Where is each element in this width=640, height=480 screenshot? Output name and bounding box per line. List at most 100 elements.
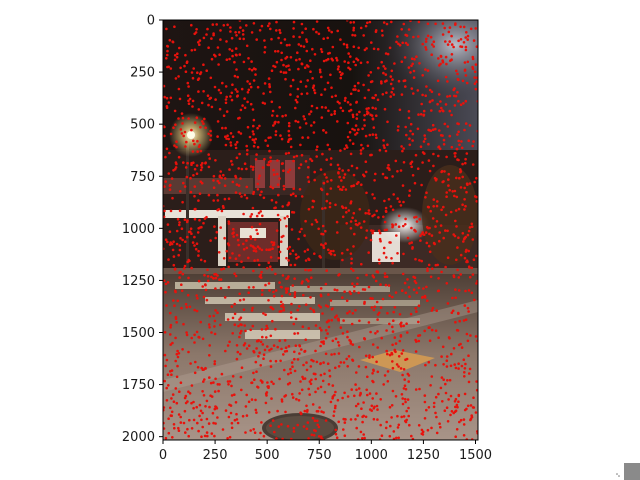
scatter-point: [252, 350, 256, 354]
scatter-point: [189, 176, 192, 180]
scatter-point: [438, 422, 441, 426]
scatter-point: [184, 53, 187, 57]
scatter-point: [269, 365, 273, 368]
scatter-point: [448, 134, 452, 138]
scatter-point: [319, 294, 323, 298]
scatter-point: [269, 305, 273, 309]
scatter-point: [210, 331, 213, 334]
scatter-point: [351, 33, 354, 37]
scatter-point: [457, 207, 461, 211]
scatter-point: [361, 147, 365, 150]
scatter-point: [254, 68, 257, 71]
scatter-point: [229, 144, 233, 147]
scatter-point: [410, 87, 414, 90]
scatter-point: [230, 49, 234, 52]
scatter-point: [304, 338, 308, 342]
resize-grip-icon[interactable]: [616, 473, 620, 477]
scatter-point: [414, 388, 418, 391]
scatter-point: [447, 178, 450, 181]
scatter-point: [455, 225, 458, 228]
scatter-point: [259, 193, 262, 197]
scatter-point: [214, 98, 217, 101]
scatter-point: [446, 302, 450, 305]
scatter-point: [415, 55, 418, 58]
scatter-point: [362, 83, 365, 87]
scatter-point: [216, 199, 220, 202]
scatter-point: [293, 357, 296, 361]
scatter-point: [261, 214, 264, 218]
scatter-point: [237, 31, 241, 34]
scatter-point: [363, 114, 366, 117]
scatter-point: [429, 275, 433, 279]
scatter-point: [450, 311, 454, 315]
scatter-point: [363, 337, 366, 340]
scatter-point: [345, 146, 349, 149]
scatter-point: [335, 436, 339, 440]
scatter-point: [273, 430, 276, 434]
scatter-point: [328, 51, 332, 55]
scatter-point: [333, 288, 337, 292]
scatter-point: [386, 380, 390, 383]
scatter-point: [411, 132, 415, 136]
scatter-point: [300, 153, 304, 157]
scroll-thumb[interactable]: [624, 463, 640, 480]
scatter-point: [210, 37, 213, 40]
scatter-point: [227, 197, 231, 200]
scatter-point: [314, 377, 318, 381]
scatter-point: [279, 70, 283, 74]
scatter-point: [467, 249, 471, 253]
scatter-point: [382, 71, 385, 75]
scatter-point: [205, 417, 209, 421]
scatter-point: [303, 409, 307, 413]
scatter-point: [181, 116, 185, 120]
scatter-point: [268, 22, 271, 25]
scatter-point: [181, 238, 184, 242]
scatter-point: [335, 59, 339, 62]
scatter-point: [267, 160, 271, 164]
scatter-point: [468, 266, 471, 269]
scatter-point: [201, 120, 204, 123]
scatter-point: [359, 392, 362, 396]
scatter-point: [182, 267, 186, 270]
scatter-point: [235, 418, 239, 421]
scatter-point: [202, 380, 205, 383]
scatter-point: [351, 312, 355, 315]
scatter-point: [422, 140, 426, 143]
scatter-point: [424, 196, 427, 199]
scatter-point: [172, 263, 176, 267]
scatter-point: [453, 155, 457, 158]
scatter-point: [169, 241, 172, 244]
scatter-point: [423, 134, 427, 137]
scatter-point: [446, 43, 450, 46]
scatter-point: [458, 319, 462, 323]
scatter-point: [292, 187, 296, 190]
scatter-point: [287, 259, 290, 262]
scatter-point: [222, 206, 225, 209]
scatter-point: [267, 248, 271, 252]
scatter-point: [219, 226, 222, 229]
scatter-point: [356, 58, 360, 62]
scatter-point: [389, 75, 393, 78]
scatter-point: [313, 170, 317, 174]
scatter-point: [292, 159, 295, 163]
scatter-point: [290, 316, 293, 319]
scatter-point: [436, 289, 440, 293]
scatter-point: [303, 250, 307, 253]
scatter-point: [245, 393, 248, 397]
scatter-point: [290, 302, 293, 306]
scatter-point: [310, 433, 314, 437]
scatter-point: [326, 305, 330, 308]
scatter-point: [276, 159, 279, 162]
scatter-point: [191, 150, 195, 153]
scatter-point: [201, 161, 204, 165]
scatter-point: [401, 402, 405, 406]
scatter-point: [212, 421, 215, 425]
scatter-point: [278, 250, 282, 254]
scatter-point: [464, 289, 467, 293]
scatter-point: [299, 143, 302, 147]
scatter-point: [167, 417, 170, 421]
scatter-point: [240, 260, 243, 264]
scatter-point: [337, 420, 341, 424]
scatter-point: [391, 78, 394, 81]
scatter-point: [383, 228, 387, 232]
